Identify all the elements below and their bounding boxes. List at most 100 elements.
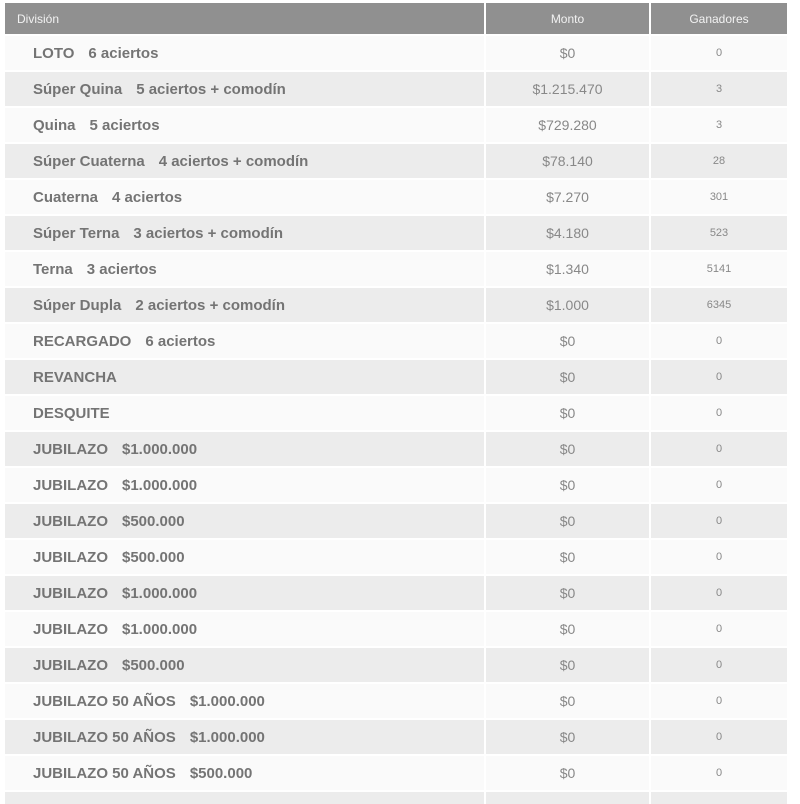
ganadores-cell: 0 — [651, 756, 787, 790]
table-row: RECARGADO 6 aciertos $0 0 — [5, 324, 787, 358]
division-detail: 3 aciertos + comodín — [133, 224, 284, 242]
division-cell: Súper Quina 5 aciertos + comodín — [5, 72, 484, 106]
division-cell: JUBILAZO $500.000 — [5, 504, 484, 538]
ganadores-cell: 5141 — [651, 252, 787, 286]
ganadores-cell: 0 — [651, 504, 787, 538]
division-cell: JUBILAZO 50 AÑOS $1.000.000 — [5, 720, 484, 754]
division-cell: Súper Dupla 2 aciertos + comodín — [5, 288, 484, 322]
monto-cell: $0 — [486, 540, 649, 574]
monto-cell: $0 — [486, 36, 649, 70]
monto-cell: $0 — [486, 504, 649, 538]
table-row: Súper Cuaterna 4 aciertos + comodín $78.… — [5, 144, 787, 178]
division-detail: 6 aciertos — [145, 332, 216, 350]
column-header-division: División — [5, 3, 484, 34]
monto-cell: $0 — [486, 324, 649, 358]
division-cell: JUBILAZO 50 AÑOS $1.000.000 — [5, 684, 484, 718]
monto-cell: $0 — [486, 360, 649, 394]
table-row: JUBILAZO 50 AÑOS $1.000.000 $0 0 — [5, 684, 787, 718]
table-row: Súper Terna 3 aciertos + comodín $4.180 … — [5, 216, 787, 250]
ganadores-cell: 0 — [651, 396, 787, 430]
table-row: JUBILAZO $500.000 $0 0 — [5, 504, 787, 538]
division-name: JUBILAZO — [33, 512, 108, 530]
division-cell: REVANCHA — [5, 360, 484, 394]
division-name: Quina — [33, 116, 76, 134]
table-row: JUBILAZO $500.000 $0 0 — [5, 648, 787, 682]
division-cell: JUBILAZO $500.000 — [5, 648, 484, 682]
ganadores-cell: 0 — [651, 612, 787, 646]
division-cell: Cuaterna 4 aciertos — [5, 180, 484, 214]
division-detail: 5 aciertos — [89, 116, 160, 134]
division-name: JUBILAZO 50 AÑOS — [33, 764, 176, 782]
division-detail: $1.000.000 — [122, 584, 198, 602]
division-detail: $500.000 — [122, 512, 185, 530]
division-name: JUBILAZO 50 AÑOS — [33, 692, 176, 710]
ganadores-cell: 0 — [651, 540, 787, 574]
monto-cell — [486, 792, 649, 804]
table-row: JUBILAZO $1.000.000 $0 0 — [5, 612, 787, 646]
table-row: JUBILAZO $500.000 $0 0 — [5, 540, 787, 574]
ganadores-cell: 3 — [651, 108, 787, 142]
table-row: Súper Quina 5 aciertos + comodín $1.215.… — [5, 72, 787, 106]
division-cell: Súper Terna 3 aciertos + comodín — [5, 216, 484, 250]
column-header-ganadores: Ganadores — [651, 3, 787, 34]
division-cell: JUBILAZO $1.000.000 — [5, 468, 484, 502]
division-name: DESQUITE — [33, 404, 110, 422]
monto-cell: $0 — [486, 648, 649, 682]
division-cell: JUBILAZO $500.000 — [5, 540, 484, 574]
division-name: JUBILAZO — [33, 476, 108, 494]
ganadores-cell: 301 — [651, 180, 787, 214]
division-detail: $500.000 — [122, 548, 185, 566]
ganadores-cell: 3 — [651, 72, 787, 106]
division-name: JUBILAZO — [33, 440, 108, 458]
monto-cell: $0 — [486, 720, 649, 754]
division-name: RECARGADO — [33, 332, 132, 350]
ganadores-cell: 0 — [651, 36, 787, 70]
table-body: LOTO 6 aciertos $0 0 Súper Quina 5 acier… — [5, 36, 787, 790]
division-name: JUBILAZO — [33, 584, 108, 602]
division-cell: DESQUITE — [5, 396, 484, 430]
monto-cell: $1.215.470 — [486, 72, 649, 106]
division-detail: $1.000.000 — [189, 728, 265, 746]
monto-cell: $729.280 — [486, 108, 649, 142]
division-cell: JUBILAZO $1.000.000 — [5, 612, 484, 646]
table-row: JUBILAZO 50 AÑOS $1.000.000 $0 0 — [5, 720, 787, 754]
division-detail: $500.000 — [122, 656, 185, 674]
division-detail: 6 aciertos — [88, 44, 159, 62]
ganadores-cell: 28 — [651, 144, 787, 178]
ganadores-cell: 0 — [651, 576, 787, 610]
division-detail: $1.000.000 — [122, 440, 198, 458]
division-cell — [5, 792, 484, 804]
monto-cell: $78.140 — [486, 144, 649, 178]
ganadores-cell: 0 — [651, 432, 787, 466]
ganadores-cell: 0 — [651, 684, 787, 718]
division-cell: RECARGADO 6 aciertos — [5, 324, 484, 358]
table-row: Terna 3 aciertos $1.340 5141 — [5, 252, 787, 286]
monto-cell: $7.270 — [486, 180, 649, 214]
division-name: Súper Terna — [33, 224, 120, 242]
table-row: DESQUITE $0 0 — [5, 396, 787, 430]
division-name: JUBILAZO — [33, 656, 108, 674]
monto-cell: $0 — [486, 576, 649, 610]
table-row-partial — [5, 792, 787, 804]
division-name: JUBILAZO 50 AÑOS — [33, 728, 176, 746]
division-name: Súper Dupla — [33, 296, 122, 314]
division-cell: Terna 3 aciertos — [5, 252, 484, 286]
table-row: LOTO 6 aciertos $0 0 — [5, 36, 787, 70]
division-cell: Quina 5 aciertos — [5, 108, 484, 142]
ganadores-cell: 523 — [651, 216, 787, 250]
division-cell: Súper Cuaterna 4 aciertos + comodín — [5, 144, 484, 178]
ganadores-cell: 0 — [651, 360, 787, 394]
division-detail: 3 aciertos — [86, 260, 157, 278]
ganadores-cell: 6345 — [651, 288, 787, 322]
table-row: JUBILAZO $1.000.000 $0 0 — [5, 432, 787, 466]
table-row: REVANCHA $0 0 — [5, 360, 787, 394]
column-header-monto: Monto — [486, 3, 649, 34]
division-detail: 4 aciertos — [112, 188, 183, 206]
monto-cell: $1.340 — [486, 252, 649, 286]
division-detail: $1.000.000 — [122, 476, 198, 494]
monto-cell: $0 — [486, 468, 649, 502]
table-header-row: División Monto Ganadores — [5, 3, 787, 34]
division-detail: 4 aciertos + comodín — [158, 152, 309, 170]
ganadores-cell: 0 — [651, 720, 787, 754]
ganadores-cell: 0 — [651, 648, 787, 682]
